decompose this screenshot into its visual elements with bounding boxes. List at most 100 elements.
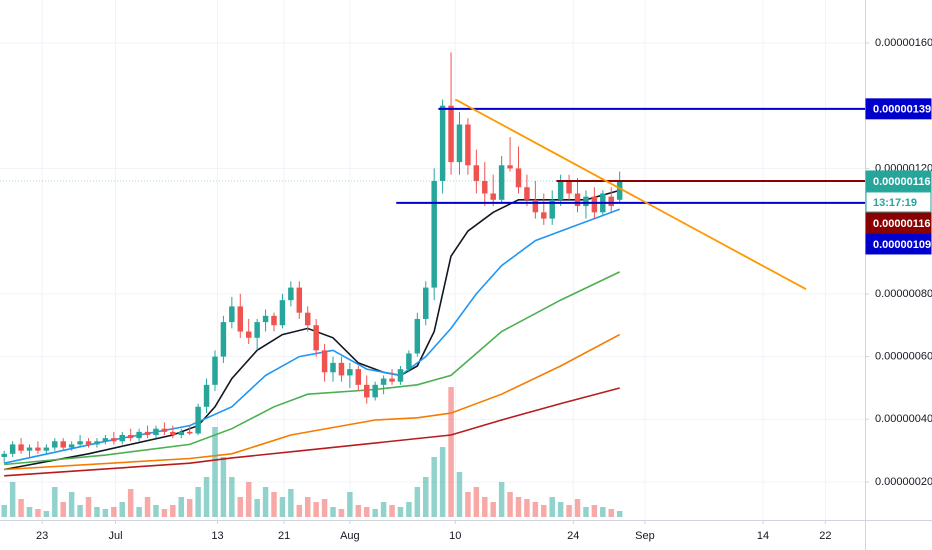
volume-bar (439, 447, 446, 517)
axes: 23 Jul 13 21 Aug 10 24 Sep 14 22 0.00000160 0.00000… (36, 37, 932, 542)
x-tick-label: 21 (278, 530, 290, 542)
candle-body (591, 196, 598, 213)
volume-bar (212, 427, 218, 517)
x-tick-label: 23 (36, 530, 48, 542)
volume-bar (60, 502, 66, 517)
candle-body (43, 447, 50, 451)
volume-bar (414, 487, 421, 517)
volume-bar (330, 507, 336, 517)
candle-body (237, 306, 244, 332)
candle-body (566, 180, 572, 194)
volume-bar (608, 509, 614, 517)
line-price-tag: 0.00000109 (873, 239, 931, 251)
candle-body (85, 441, 92, 445)
volume-bar (119, 502, 125, 517)
candle-body (380, 378, 387, 385)
volume-bar (279, 497, 286, 517)
volume-bar (482, 497, 488, 517)
volume-bar (304, 497, 311, 517)
volume-bar (186, 499, 193, 517)
candle-body (186, 431, 193, 434)
volume-bar (237, 497, 244, 517)
volume-bar (372, 509, 378, 517)
candle-body (330, 362, 336, 373)
volume-bar (591, 505, 598, 517)
candle-body (170, 431, 176, 436)
volume-bar (296, 505, 303, 517)
volume-bar (313, 502, 319, 517)
candle-body (414, 318, 421, 354)
countdown-tag: 13:17:19 (873, 197, 917, 209)
candle-body (77, 441, 83, 445)
candle-body (94, 441, 100, 445)
candle-body (541, 212, 547, 219)
volume-bar (127, 489, 134, 517)
candle-body (431, 180, 437, 288)
candle-body (161, 428, 168, 432)
volume-bar (203, 477, 210, 517)
volume-bar (532, 502, 539, 517)
line-price-tag-bg (865, 98, 932, 120)
candle-body (406, 353, 412, 370)
volume-bar (1, 505, 7, 517)
volume-bar (507, 492, 513, 517)
y-tick-label: 0.00000060 (875, 351, 932, 363)
volume-bar (541, 505, 547, 517)
volume-bar (77, 505, 83, 517)
candle-body (279, 300, 286, 326)
volume-bar (583, 507, 589, 517)
candle-body (338, 362, 345, 376)
candle-body (1, 453, 7, 457)
x-tick-label: 13 (211, 530, 223, 542)
x-tick-label: Sep (635, 530, 655, 542)
candle-body (153, 428, 159, 436)
volume-bar (397, 507, 404, 517)
candle-body (288, 287, 294, 301)
volume-bar (431, 457, 437, 517)
candle-body (498, 165, 505, 200)
x-tick-label: 14 (757, 530, 769, 542)
candle-body (296, 287, 303, 313)
last-price-tag: 0.00000116 (873, 176, 931, 188)
volume-bar (363, 507, 370, 517)
volume-bar (220, 457, 227, 517)
volume-bar (321, 499, 328, 517)
volume-bar (465, 492, 471, 517)
candle-body (608, 196, 614, 207)
candle-body (262, 315, 269, 323)
candle-body (321, 350, 328, 373)
x-tick-label: 22 (819, 530, 831, 542)
grid (0, 0, 865, 520)
candle-body (456, 124, 463, 163)
volume-bar (245, 482, 252, 517)
volume-bar (473, 487, 480, 517)
candle-body (473, 165, 480, 181)
volume-bar (52, 487, 58, 517)
candle-body (9, 444, 16, 454)
volume-bar (490, 502, 496, 517)
moving-average (4, 271, 621, 466)
volume-bar (456, 472, 463, 517)
candle-body (52, 441, 58, 448)
candle-body (482, 180, 488, 194)
candle-body (557, 180, 564, 200)
x-tick-label: Aug (340, 530, 360, 542)
candle-body (119, 435, 125, 442)
candle-body (423, 287, 429, 319)
volume-bar (153, 505, 159, 517)
last-price-tag-bg (865, 170, 932, 192)
candle-body (178, 431, 185, 436)
candle-body (26, 447, 33, 451)
volume-bar (144, 497, 151, 517)
candle-body (549, 199, 555, 219)
volume-bar (557, 502, 564, 517)
x-tick-label: 24 (567, 530, 579, 542)
volume-bar (195, 487, 201, 517)
volume-bar (68, 492, 75, 517)
candle-body (313, 325, 319, 351)
volume-bar (498, 482, 505, 517)
volume-bar (85, 497, 92, 517)
candle-body (465, 124, 471, 166)
candle-body (397, 369, 404, 382)
